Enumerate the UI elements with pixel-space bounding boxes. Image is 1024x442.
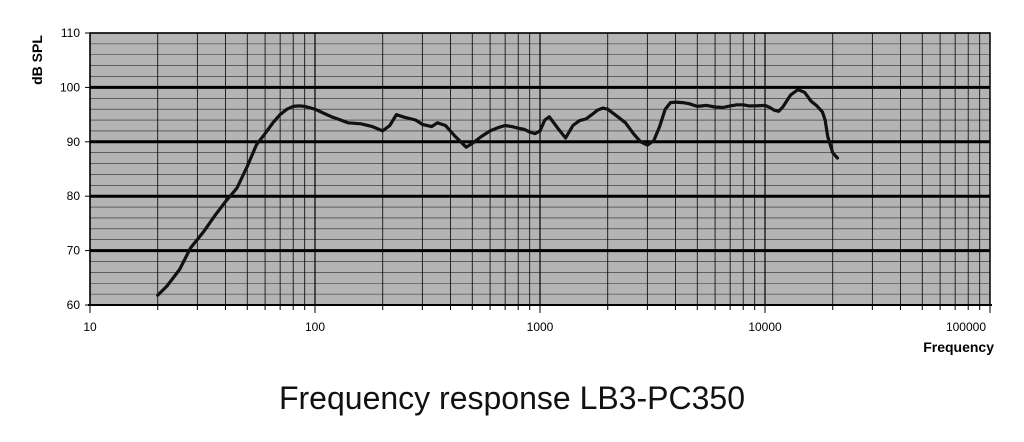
x-tick-label: 100	[305, 320, 325, 334]
x-tick-label: 10000	[748, 320, 782, 334]
frequency-response-line	[156, 87, 840, 297]
y-tick-label: 90	[67, 135, 81, 149]
y-tick-label: 80	[67, 189, 81, 203]
x-axis-label: Frequency	[923, 339, 994, 355]
x-tick-label: 10	[83, 320, 97, 334]
x-tick-label: 100000	[946, 320, 986, 334]
y-tick-label: 100	[60, 80, 80, 94]
y-tick-label: 70	[67, 244, 81, 258]
x-tick-label: 1000	[527, 320, 554, 334]
y-tick-label: 110	[61, 26, 80, 40]
y-tick-label: 60	[67, 298, 81, 312]
frequency-response-chart: 10 100 1000 10000 100000 60 70 80 90 100 110 dB SP…	[29, 26, 994, 355]
chart-title: Frequency response LB3-PC350	[278, 380, 746, 416]
y-axis-label: dB SPL	[29, 35, 45, 85]
